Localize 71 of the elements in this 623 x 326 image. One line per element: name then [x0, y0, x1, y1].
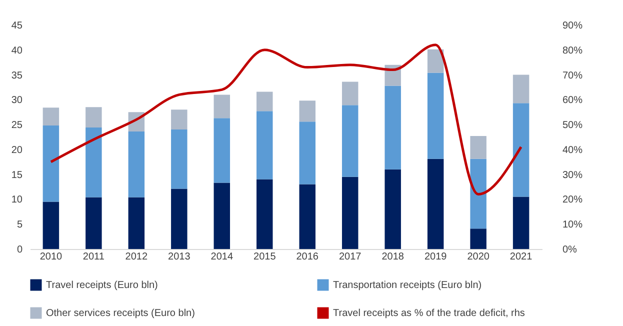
x-tick-label: 2011: [82, 252, 105, 262]
bar: [470, 228, 486, 249]
bar: [512, 103, 530, 197]
y-tick-label: 20: [11, 144, 23, 156]
y2-tick-label: 40%: [562, 144, 583, 156]
bar: [128, 197, 145, 249]
bar: [42, 202, 60, 249]
bar: [299, 184, 316, 249]
y2-tick-label: 0%: [562, 244, 578, 256]
y2-tick-label: 20%: [562, 194, 583, 206]
bar: [128, 132, 145, 198]
bar: [42, 108, 60, 126]
legend-label: Transportation receipts (Euro bln): [333, 280, 482, 291]
bar: [342, 105, 358, 177]
bar: [427, 158, 444, 249]
y2-tick-label: 90%: [562, 20, 583, 32]
x-tick-label: 2014: [210, 252, 234, 262]
x-tick-label: 2017: [338, 252, 362, 262]
bar: [256, 179, 273, 249]
bar: [256, 92, 273, 112]
bar: [427, 49, 444, 73]
x-tick-label: 2010: [40, 252, 62, 262]
y-tick-label: 40: [11, 45, 23, 56]
bar: [171, 130, 188, 189]
bar: [42, 126, 60, 202]
x-tick-label: 2016: [296, 252, 319, 262]
bar: [384, 86, 401, 170]
y2-tick-label: 60%: [562, 95, 583, 106]
x-tick-label: 2012: [125, 252, 148, 262]
bar: [427, 72, 444, 159]
bar: [214, 182, 230, 249]
x-tick-label: 2013: [168, 252, 191, 262]
legend-label: Other services receipts (Euro bln): [46, 308, 195, 319]
bar: [342, 176, 358, 249]
x-tick-label: 2018: [382, 252, 404, 262]
x-tick-label: 2015: [254, 252, 276, 262]
y-tick-label: 10: [11, 194, 23, 206]
bar: [384, 169, 401, 249]
y-tick-label: 30: [11, 95, 23, 106]
bar: [171, 188, 188, 249]
bar: [512, 74, 530, 104]
y2-tick-label: 70%: [562, 70, 583, 82]
x-tick-label: 2020: [467, 252, 490, 262]
bar: [470, 158, 486, 229]
y-tick-label: 15: [11, 170, 23, 181]
legend-label: Travel receipts (Euro bln): [46, 280, 158, 291]
bar: [86, 128, 102, 198]
y2-tick-label: 50%: [562, 120, 583, 132]
y-tick-label: 25: [11, 120, 23, 132]
bar: [342, 82, 358, 106]
x-tick-label: 2021: [510, 252, 533, 262]
legend-label: Travel receipts as % of the trade deficit, rhs: [333, 308, 525, 319]
y2-tick-label: 30%: [562, 170, 583, 181]
bar: [171, 110, 188, 130]
x-tick-label: 2019: [424, 252, 448, 262]
bar: [86, 197, 102, 249]
bar: [214, 94, 230, 118]
y2-tick-label: 10%: [562, 220, 583, 231]
bar: [214, 118, 230, 183]
bar: [299, 100, 316, 122]
bar: [256, 111, 273, 180]
y-tick-label: 45: [11, 20, 23, 32]
bar: [470, 136, 486, 159]
y-tick-label: 35: [11, 70, 23, 82]
bar: [86, 107, 102, 128]
y-tick-label: 0: [16, 244, 23, 256]
bar: [299, 122, 316, 184]
y-tick-label: 5: [16, 220, 23, 231]
y2-tick-label: 80%: [562, 45, 583, 56]
line-series: [50, 44, 522, 196]
bar: [512, 196, 530, 249]
